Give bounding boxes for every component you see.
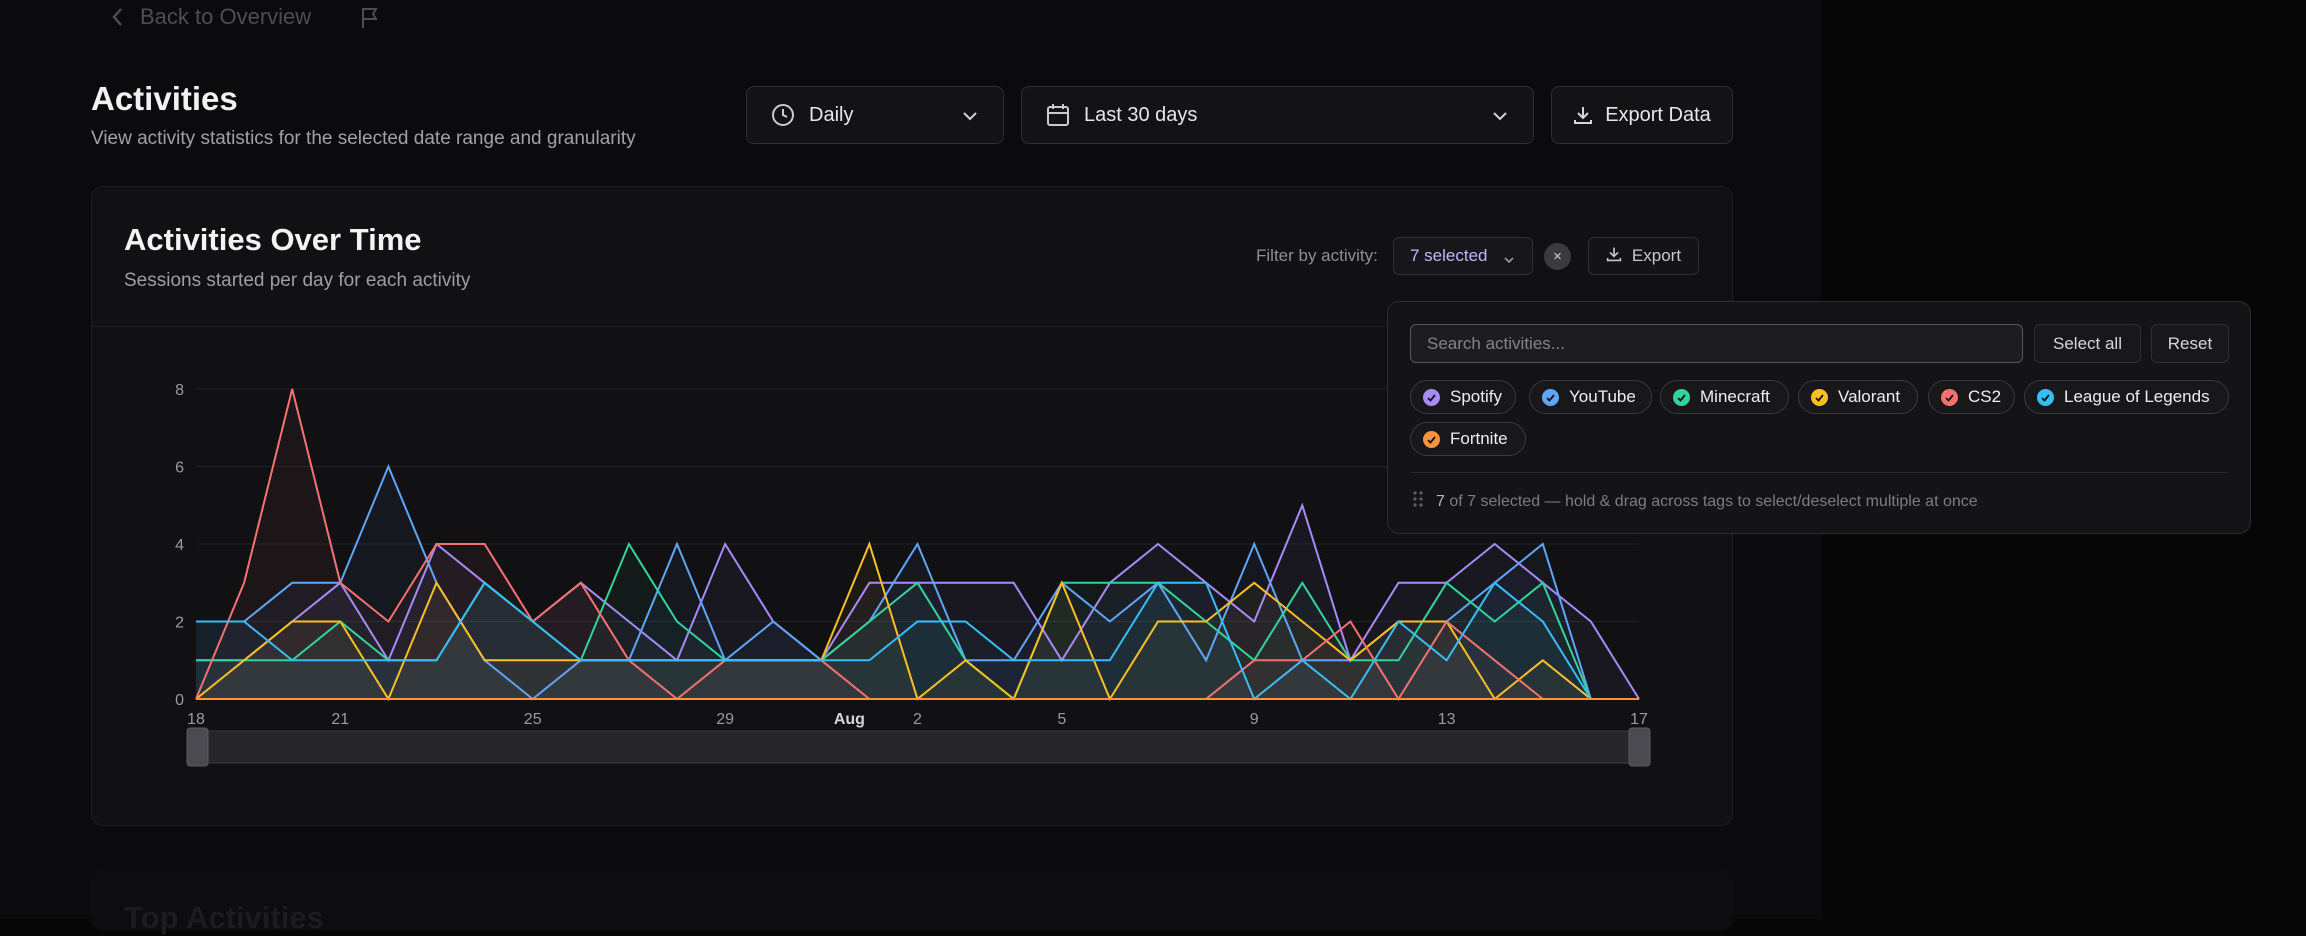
chevron-down-icon [961, 107, 979, 131]
back-to-overview-link[interactable]: Back to Overview [110, 4, 311, 30]
activity-filter-select[interactable]: 7 selected [1393, 237, 1533, 275]
brush-track[interactable] [195, 730, 1640, 764]
x-tick-label: 18 [187, 711, 205, 728]
tag-label: Minecraft [1700, 387, 1770, 406]
export-data-button[interactable]: Export Data [1551, 86, 1733, 144]
card-title: Activities Over Time [124, 222, 422, 257]
card-subtitle: Sessions started per day for each activi… [124, 270, 471, 291]
x-tick-label: 17 [1630, 711, 1648, 728]
tag-label: Spotify [1450, 387, 1502, 406]
x-tick-label: 25 [524, 711, 542, 728]
series-area-spotify [196, 505, 1639, 699]
popover-divider [1410, 472, 2228, 473]
check-icon [1423, 430, 1440, 448]
y-tick-label: 8 [175, 382, 184, 399]
card-divider [91, 326, 1733, 327]
flag-icon[interactable] [360, 6, 380, 35]
download-icon [1606, 246, 1622, 267]
clock-icon [771, 103, 795, 127]
granularity-select[interactable]: Daily [746, 86, 1004, 144]
date-range-value: Last 30 days [1084, 103, 1198, 126]
page-title: Activities [91, 80, 238, 117]
select-all-button[interactable]: Select all [2034, 324, 2141, 363]
tag-valorant[interactable]: Valorant [1798, 380, 1918, 414]
download-icon [1573, 105, 1593, 125]
y-tick-label: 4 [175, 537, 184, 554]
calendar-icon [1046, 103, 1070, 127]
activity-search-input[interactable] [1410, 324, 2023, 363]
top-activities-title: Top Activities [124, 900, 324, 935]
chart-export-label: Export [1631, 246, 1682, 265]
brush-handle-right[interactable] [1628, 727, 1651, 767]
selected-count: 7 [1436, 492, 1445, 510]
tag-label: League of Legends [2064, 387, 2210, 406]
footer-text: of 7 selected — hold & drag across tags … [1449, 492, 1978, 510]
top-activities-card [91, 870, 1733, 930]
check-icon [1542, 388, 1559, 406]
check-icon [1941, 388, 1958, 406]
x-tick-label: 2 [913, 711, 922, 728]
tag-spotify[interactable]: Spotify [1410, 380, 1516, 414]
x-tick-label: 9 [1250, 711, 1259, 728]
export-data-label: Export Data [1605, 103, 1711, 126]
y-tick-label: 2 [175, 615, 184, 632]
check-icon [2037, 388, 2054, 406]
tag-cs2[interactable]: CS2 [1928, 380, 2015, 414]
brush-handle-left[interactable] [186, 727, 209, 767]
page-subtitle: View activity statistics for the selecte… [91, 128, 636, 149]
chevron-down-icon [1502, 252, 1516, 272]
chart-export-button[interactable]: Export [1588, 237, 1699, 275]
chevron-down-icon [1491, 107, 1509, 131]
tag-label: Fortnite [1450, 429, 1508, 448]
tag-youtube[interactable]: YouTube [1529, 380, 1652, 414]
series-line-league-of-legends [196, 581, 1639, 701]
chevron-left-icon [110, 6, 126, 28]
tag-label: Valorant [1838, 387, 1901, 406]
x-tick-label: 5 [1057, 711, 1066, 728]
series-area-cs2 [196, 389, 1639, 699]
y-tick-label: 0 [175, 692, 184, 709]
tag-league-of-legends[interactable]: League of Legends [2024, 380, 2229, 414]
tag-minecraft[interactable]: Minecraft [1660, 380, 1789, 414]
clear-filter-button[interactable]: × [1544, 243, 1571, 270]
x-tick-label: 21 [331, 711, 349, 728]
back-link-label: Back to Overview [140, 4, 312, 29]
check-icon [1673, 388, 1690, 406]
x-tick-label: Aug [834, 711, 865, 728]
tag-label: CS2 [1968, 387, 2002, 406]
reset-button[interactable]: Reset [2151, 324, 2229, 363]
check-icon [1423, 388, 1440, 406]
y-tick-label: 6 [175, 460, 184, 477]
check-icon [1811, 388, 1828, 406]
tag-fortnite[interactable]: Fortnite [1410, 422, 1526, 456]
granularity-value: Daily [809, 103, 854, 126]
tag-label: YouTube [1569, 387, 1636, 406]
drag-handle-icon [1412, 490, 1424, 513]
x-tick-label: 13 [1438, 711, 1456, 728]
date-range-select[interactable]: Last 30 days [1021, 86, 1534, 144]
filter-label: Filter by activity: [1256, 246, 1378, 265]
series-area-league-of-legends [196, 582, 1639, 699]
selected-count-label: 7 selected [1410, 246, 1488, 265]
popover-footer: 7 of 7 selected — hold & drag across tag… [1412, 490, 1978, 513]
x-tick-label: 29 [716, 711, 734, 728]
